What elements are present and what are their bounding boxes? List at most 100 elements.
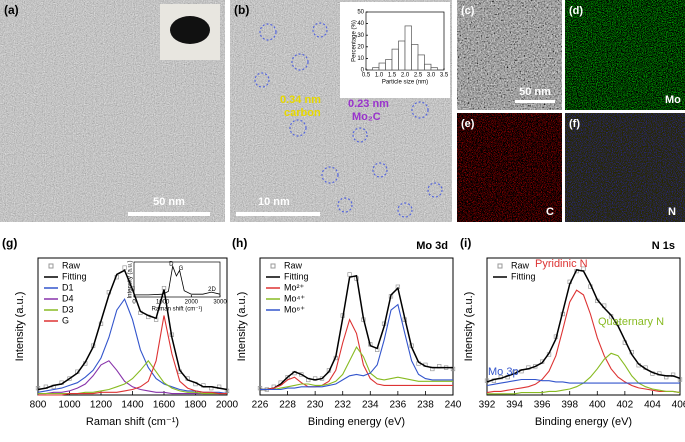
panel-label: (i) [460,236,471,250]
line [260,303,453,391]
x-tick-label: 800 [30,400,47,411]
y-axis-label: Percentage (%) [352,20,358,62]
x-tick-label: 3.0 [427,73,436,79]
x-tick-label: 1800 [184,400,207,411]
scale-text: 10 nm [258,196,290,208]
x-axis-label: Binding energy (eV) [308,416,405,428]
x-tick-label: 1600 [153,400,176,411]
bar [391,48,399,71]
x-tick-label: 1200 [90,400,113,411]
x-tick-label: 400 [589,400,606,411]
scale-text: 50 nm [519,86,551,98]
x-tick-label: 2000 [185,300,199,306]
annotation: 0.23 nm [348,98,389,110]
x-tick-label: 3000 [213,300,227,306]
panel-label: (g) [2,236,17,250]
x-tick-label: 0 [132,300,136,306]
line [260,318,453,391]
line [37,269,228,391]
bar [430,67,438,71]
x-axis-label: Raman shift (cm⁻¹) [86,416,179,428]
component-label: Pyridinic N [535,258,588,270]
component-line [486,378,680,387]
y-axis-label: Intensity (a.u.) [14,292,26,362]
x-tick-label: 238 [417,400,434,411]
bar [411,44,419,71]
map-c [457,113,562,222]
raw-point [67,376,72,381]
x-tick-label: 392 [479,400,496,411]
y-tick-label: 40 [357,21,364,27]
legend-label: D3 [62,304,74,314]
chart: 800 1000 1200 1400 1600 1800 2000 Raman shift (… [2,236,239,428]
legend-label: Raw [511,260,530,270]
bar [378,62,386,71]
panel-label: (h) [232,236,247,250]
panel-label: (a) [4,3,19,17]
x-tick-label: 2000 [216,400,239,411]
x-tick-label: 1000 [156,300,170,306]
legend-label: Fitting [284,271,309,281]
map-mo [565,0,685,110]
x-tick-label: 240 [445,400,462,411]
x-tick-label: 2.0 [401,73,410,79]
y-axis-label: Intensity (a.u.) [463,292,475,362]
powder [170,16,210,44]
x-tick-label: 228 [279,400,296,411]
legend-label: Fitting [62,271,87,281]
legend-label: G [62,315,69,325]
y-axis-label: Intensity (a.u.) [128,260,134,298]
legend-label: Mo⁶⁺ [284,304,305,314]
legend-label: Mo²⁺ [284,282,304,292]
inset-chart: 0 1000 2000 3000 Raman shift (cm⁻¹) Intensity… [128,260,228,312]
raw-point [285,375,290,380]
peak-label: G [179,266,184,272]
scale-bar [515,100,555,103]
bar [404,25,412,71]
x-tick-label: 2.5 [414,73,423,79]
annotation: carbon [284,107,321,119]
component-label: Mo 3p [488,366,519,378]
bar [385,59,393,71]
axes-frame [133,261,221,298]
panel-label: (b) [234,3,249,17]
line [38,315,227,396]
x-tick-label: 226 [252,400,269,411]
line [260,274,453,391]
x-tick-label: 1000 [58,400,81,411]
line [486,269,681,383]
panel-label: (d) [569,5,583,17]
line [134,264,221,296]
legend-label: Fitting [511,271,536,281]
panel-label: (c) [461,5,475,17]
component-label: Quaternary N [598,316,664,328]
x-tick-label: 398 [561,400,578,411]
line [260,346,453,391]
chart-title: N 1s [652,240,675,252]
line [38,360,227,395]
x-axis-label: Particle size (nm) [382,80,428,86]
y-tick-label: 0 [361,68,365,74]
haadf-image [457,0,562,110]
x-tick-label: 0.5 [362,73,371,79]
legend-label: D4 [62,293,74,303]
legend-label: D1 [62,282,74,292]
bar [398,40,406,71]
x-tick-label: 3.5 [440,73,449,79]
axes-frame [259,257,454,396]
legend-label: Mo⁴⁺ [284,293,305,303]
chart-title: Mo 3d [416,240,448,252]
x-tick-label: 232 [334,400,351,411]
y-axis-label: Intensity (a.u.) [236,292,248,362]
line [38,359,227,395]
peak-label: D [169,262,174,268]
y-tick-label: 30 [357,33,364,39]
annotation: Mo₂C [352,111,381,123]
x-tick-label: 396 [534,400,551,411]
x-tick-label: 1400 [121,400,144,411]
annotation: 0.34 nm [280,94,321,106]
panel-label: (f) [569,118,580,130]
bar [372,67,380,71]
y-tick-label: 10 [357,56,364,62]
